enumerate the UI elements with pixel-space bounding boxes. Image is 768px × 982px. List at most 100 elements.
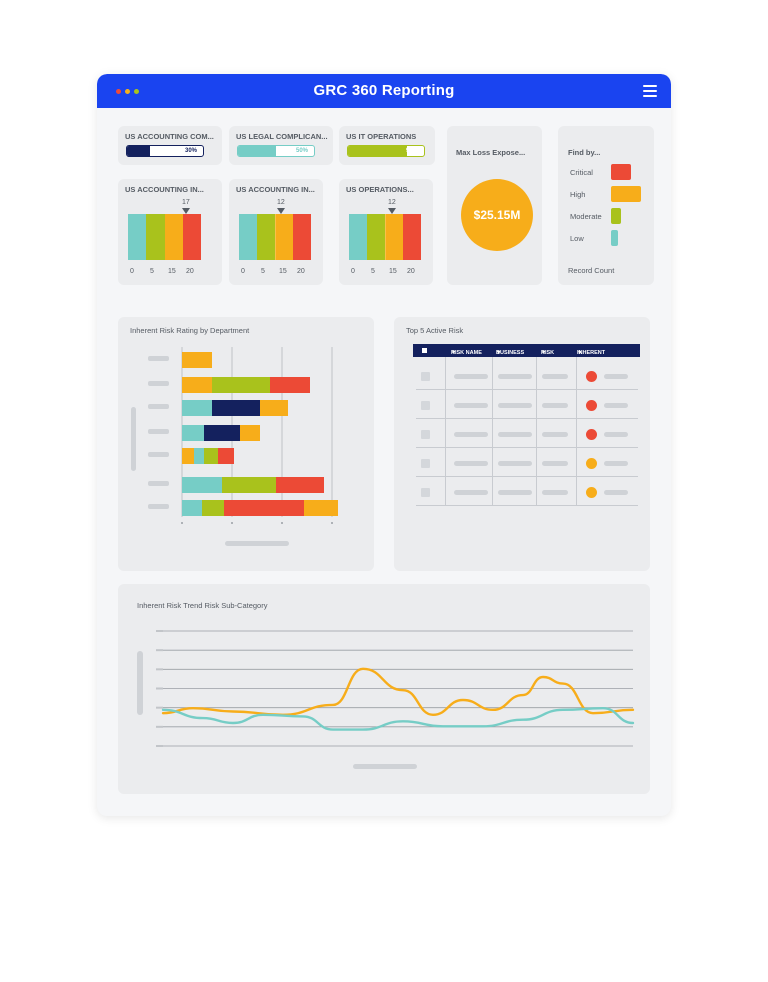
- row-label-placeholder: [148, 356, 169, 361]
- bar-segment: [204, 448, 218, 464]
- minimize-dot[interactable]: [125, 89, 130, 94]
- gauge-marker-icon: [388, 208, 396, 214]
- legend-item-moderate[interactable]: Moderate: [570, 208, 650, 224]
- filter-icon: ▼: [577, 350, 583, 356]
- table-header: RISK NAME ▼ BUSINESS ▼ RISK ▼ INHERENT ▼: [413, 344, 640, 357]
- risk-name-placeholder: [454, 374, 488, 379]
- hamburger-menu-icon[interactable]: [643, 85, 657, 97]
- gauge-card-3[interactable]: US OPERATIONS... 12 0 5 15 20: [339, 179, 433, 285]
- gauge-tick: 15: [279, 268, 287, 275]
- x-axis-scrollbar[interactable]: [353, 764, 417, 769]
- legend-item-label: Low: [570, 234, 584, 243]
- kpi-card-it-operations[interactable]: US IT OPERATIONS 90%: [339, 126, 435, 165]
- table-row[interactable]: [416, 392, 638, 419]
- gauge-tick: 20: [407, 268, 415, 275]
- y-tick-placeholder: [156, 630, 163, 632]
- dashboard-window: GRC 360 Reporting US ACCOUNTING COM... 3…: [97, 74, 671, 816]
- kpi-progress-fill: [348, 146, 408, 156]
- business-placeholder: [498, 461, 532, 466]
- table-row[interactable]: [416, 421, 638, 448]
- legend-swatch: [611, 208, 621, 224]
- risk-name-placeholder: [454, 490, 488, 495]
- table-row[interactable]: [416, 363, 638, 390]
- filter-icon: ▼: [541, 350, 547, 356]
- row-checkbox[interactable]: [421, 430, 430, 439]
- x-tick-mark: [231, 522, 233, 524]
- legend-item-critical[interactable]: Critical: [570, 164, 650, 180]
- gauge-card-1[interactable]: US ACCOUNTING IN... 17 0 5 15 20: [118, 179, 222, 285]
- close-dot[interactable]: [116, 89, 121, 94]
- y-tick-placeholder: [156, 745, 163, 747]
- row-checkbox[interactable]: [421, 372, 430, 381]
- kpi-card-accounting[interactable]: US ACCOUNTING COM... 30%: [118, 126, 222, 165]
- legend-item-label: High: [570, 190, 586, 199]
- gauge-ticks: 0 5 15 20: [349, 268, 421, 278]
- gauge-band-critical: [403, 214, 421, 260]
- bar-segment: [204, 425, 240, 441]
- record-count-label: Record Count: [568, 266, 615, 275]
- bar-segment: [182, 477, 222, 493]
- legend-swatch: [611, 230, 618, 246]
- panel-title: Top 5 Active Risk: [406, 326, 464, 335]
- inherent-status-dot: [586, 371, 597, 382]
- max-loss-label: Max Loss Expose...: [456, 148, 526, 157]
- gauge-band-critical: [293, 214, 311, 260]
- row-label-placeholder: [148, 404, 169, 409]
- bar-segment: [304, 500, 338, 516]
- gauge-bars: [349, 214, 421, 260]
- x-tick-mark: [281, 522, 283, 524]
- gauge-tick: 20: [186, 268, 194, 275]
- maximize-dot[interactable]: [134, 89, 139, 94]
- gauge-band-low: [239, 214, 257, 260]
- bar-segment: [182, 352, 212, 368]
- table-row[interactable]: [416, 479, 638, 506]
- gauge-card-2[interactable]: US ACCOUNTING IN... 12 0 5 15 20: [229, 179, 323, 285]
- trend-line-chart: [156, 630, 635, 747]
- gauge-marker-value: 17: [182, 199, 190, 206]
- risk-placeholder: [542, 374, 568, 379]
- row-label-placeholder: [148, 429, 169, 434]
- legend-item-low[interactable]: Low: [570, 230, 650, 246]
- y-tick-placeholder: [156, 725, 163, 728]
- filter-icon: ▼: [496, 350, 502, 356]
- select-all-checkbox[interactable]: [422, 348, 427, 353]
- inherent-placeholder: [604, 403, 628, 408]
- y-tick-placeholder: [156, 649, 163, 652]
- row-checkbox[interactable]: [421, 459, 430, 468]
- panel-title: Inherent Risk Rating by Department: [130, 326, 250, 335]
- row-checkbox[interactable]: [421, 488, 430, 497]
- inherent-status-dot: [586, 458, 597, 469]
- bar-segment: [182, 377, 212, 393]
- inherent-status-dot: [586, 487, 597, 498]
- bar-segment: [182, 400, 212, 416]
- kpi-card-legal[interactable]: US LEGAL COMPLICAN... 50%: [229, 126, 333, 165]
- title-bar: GRC 360 Reporting: [97, 74, 671, 108]
- y-axis-scrollbar[interactable]: [137, 651, 143, 715]
- risk-placeholder: [542, 432, 568, 437]
- bar-segment: [240, 425, 260, 441]
- business-placeholder: [498, 490, 532, 495]
- column-divider: [536, 357, 537, 505]
- column-divider: [445, 357, 446, 505]
- legend-item-label: Critical: [570, 168, 593, 177]
- x-tick-mark: [181, 522, 183, 524]
- gauge-tick: 0: [130, 268, 134, 275]
- table-row[interactable]: [416, 450, 638, 477]
- row-label-placeholder: [148, 381, 169, 386]
- risk-placeholder: [542, 461, 568, 466]
- max-loss-card[interactable]: Max Loss Expose... $25.15M: [447, 126, 542, 285]
- find-by-label: Find by...: [568, 148, 601, 157]
- business-placeholder: [498, 374, 532, 379]
- row-checkbox[interactable]: [421, 401, 430, 410]
- x-axis-scrollbar[interactable]: [225, 541, 289, 546]
- legend-item-high[interactable]: High: [570, 186, 650, 202]
- risk-name-placeholder: [454, 432, 488, 437]
- gauge-tick: 20: [297, 268, 305, 275]
- gauge-band-high: [164, 214, 183, 260]
- gauge-band-moderate: [366, 214, 385, 260]
- gauge-marker-icon: [277, 208, 285, 214]
- gauge-marker-value: 12: [388, 199, 396, 206]
- y-axis-scrollbar[interactable]: [131, 407, 136, 471]
- bar-segment: [276, 477, 324, 493]
- max-loss-value: $25.15M: [461, 179, 533, 251]
